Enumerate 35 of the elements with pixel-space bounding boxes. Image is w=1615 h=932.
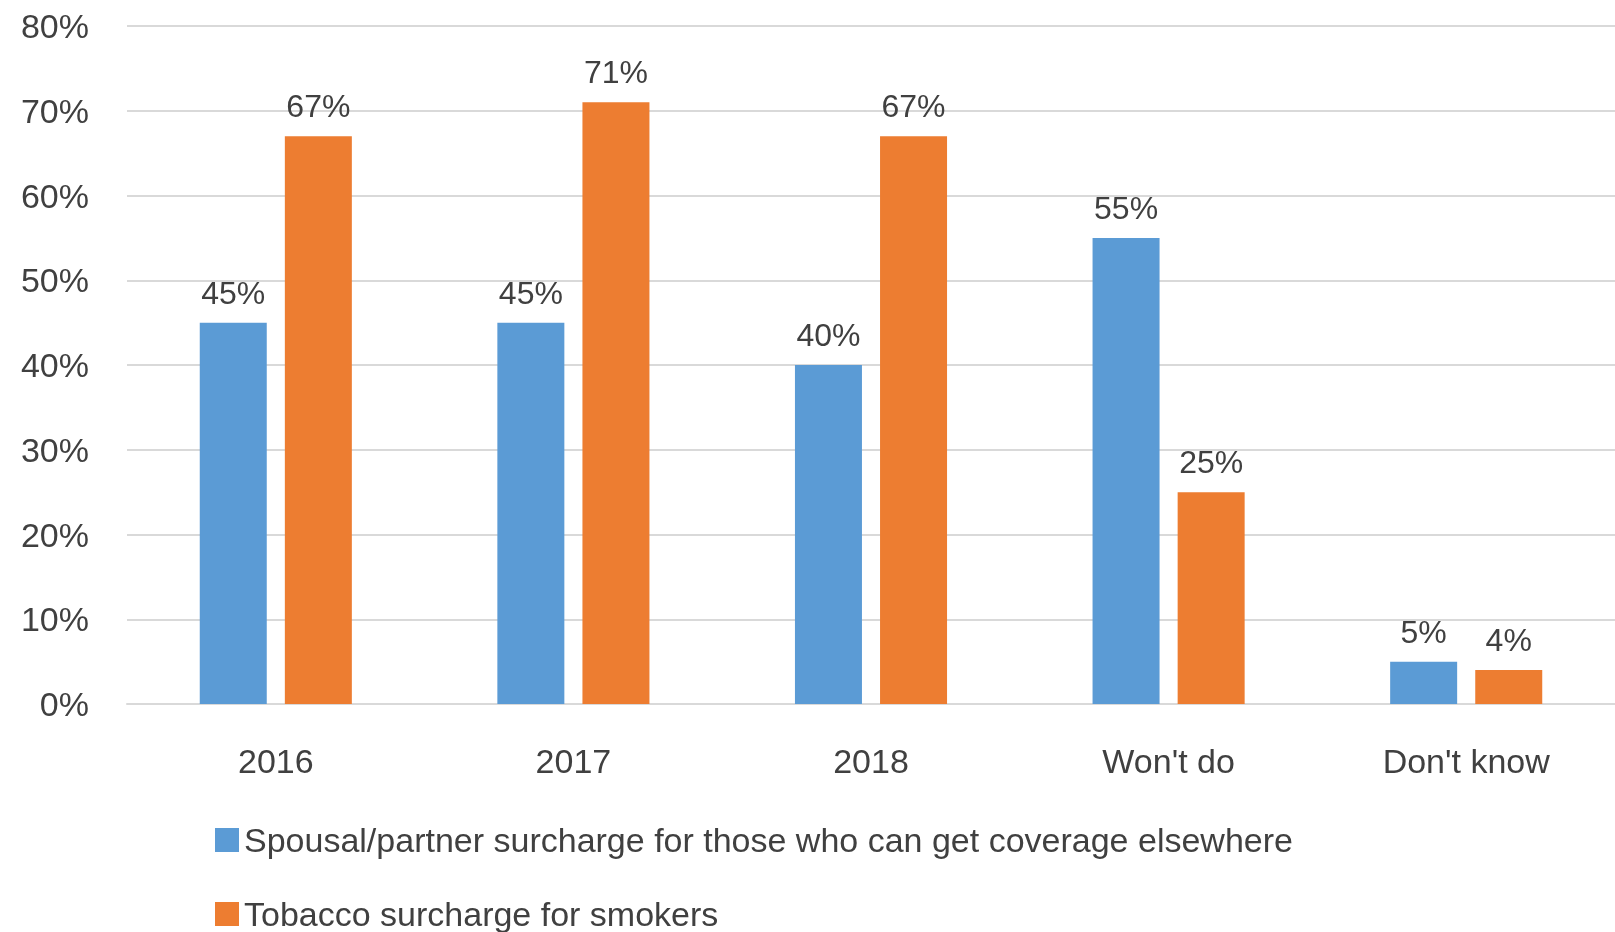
data-label: 67%	[881, 88, 946, 125]
y-tick-label: 30%	[20, 430, 89, 469]
data-label: 25%	[1179, 444, 1244, 481]
x-tick-label: 2017	[535, 742, 612, 780]
data-label: 45%	[498, 274, 563, 311]
x-tick-label: 2018	[833, 742, 909, 780]
bar	[1177, 492, 1245, 704]
x-tick-label: Won't do	[1102, 742, 1235, 780]
bar	[1475, 670, 1543, 704]
data-label: 5%	[1400, 613, 1447, 650]
data-label: 4%	[1485, 622, 1532, 659]
y-tick-label: 60%	[20, 176, 89, 215]
y-tick-label: 20%	[20, 515, 89, 554]
bar	[582, 102, 650, 704]
data-label: 67%	[286, 88, 351, 125]
data-label: 45%	[201, 274, 266, 311]
bar	[497, 322, 565, 704]
legend-label: Spousal/partner surcharge for those who can get coverage elsewhere	[244, 821, 1293, 859]
y-tick-label: 50%	[20, 261, 89, 300]
y-tick-label: 0%	[39, 685, 89, 723]
data-label: 55%	[1094, 189, 1159, 226]
y-tick-label: 40%	[20, 346, 89, 384]
bar	[1092, 237, 1160, 704]
data-label: 71%	[583, 54, 648, 91]
y-tick-label: 10%	[20, 600, 89, 639]
data-label: 40%	[796, 317, 861, 353]
bar	[284, 136, 352, 704]
bar	[1390, 661, 1458, 704]
x-tick-label: 2016	[237, 742, 314, 780]
bar	[880, 136, 948, 704]
bar	[199, 322, 267, 704]
bar	[794, 365, 862, 704]
y-tick-label: 80%	[20, 7, 89, 45]
y-tick-label: 70%	[20, 91, 89, 130]
x-tick-label: Don't know	[1382, 742, 1551, 780]
